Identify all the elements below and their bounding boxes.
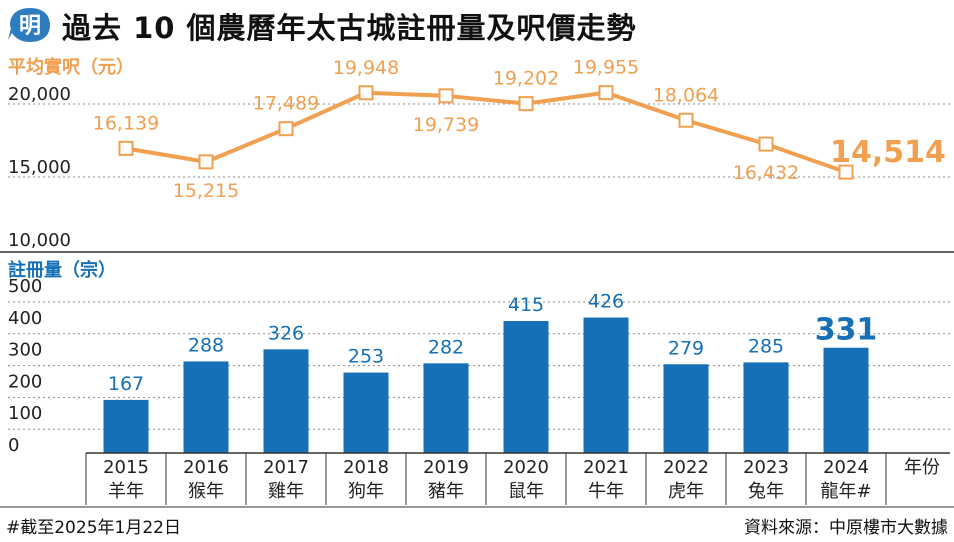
x-tick-label: 2021 <box>583 457 629 478</box>
x-tick-label: 2023 <box>743 457 789 478</box>
line-y-tick-label: 15,000 <box>8 157 71 178</box>
line-point <box>678 112 694 128</box>
x-tick-label: 2017 <box>263 457 309 478</box>
x-tick-sublabel: 雞年 <box>268 481 304 502</box>
line-point <box>198 154 214 170</box>
bar-y-tick-label: 300 <box>8 340 42 361</box>
x-tick-sublabel: 豬年 <box>428 481 464 502</box>
line-data-label: 16,139 <box>93 112 159 134</box>
line-series <box>125 90 847 174</box>
bar <box>503 321 549 453</box>
bar <box>663 364 709 453</box>
bar <box>823 347 869 453</box>
x-tick-sublabel: 牛年 <box>588 481 624 502</box>
bar-data-label: 167 <box>108 373 144 395</box>
logo-char: 明 <box>19 14 41 39</box>
footnote: #截至2025年1月22日 <box>6 518 181 538</box>
line-point <box>278 121 294 137</box>
bar-y-tick-label: 0 <box>8 435 19 456</box>
line-data-label: 14,514 <box>830 135 946 170</box>
bar-data-label: 288 <box>188 334 224 356</box>
x-tick-sublabel: 狗年 <box>348 481 384 502</box>
line-data-label: 15,215 <box>173 180 239 202</box>
bar-y-tick-label: 200 <box>8 371 42 392</box>
x-tick-sublabel: 龍年# <box>820 481 871 502</box>
bar <box>583 317 629 453</box>
bar-data-label: 426 <box>588 291 624 313</box>
line-data-label: 19,948 <box>333 57 399 79</box>
x-tick-label: 2015 <box>103 457 149 478</box>
bar <box>743 362 789 453</box>
source-note: 資料來源：中原樓市大數據 <box>744 518 948 538</box>
bar-data-label: 253 <box>348 346 384 368</box>
x-tick-sublabel: 猴年 <box>188 481 224 502</box>
bar-data-label: 282 <box>428 336 464 358</box>
bar <box>103 399 149 453</box>
x-tick-sublabel: 虎年 <box>668 481 704 502</box>
line-point <box>118 140 134 156</box>
x-tick-sublabel: 羊年 <box>108 481 144 502</box>
x-tick-label: 2024 <box>823 457 869 478</box>
line-data-label: 17,489 <box>253 93 319 115</box>
line-point <box>438 88 454 104</box>
x-tick-label: 2016 <box>183 457 229 478</box>
bar-y-tick-label: 100 <box>8 403 42 424</box>
line-data-label: 18,064 <box>653 84 719 106</box>
bar-data-label: 415 <box>508 294 544 316</box>
x-tick-label: 2019 <box>423 457 469 478</box>
logo: 明 <box>8 8 50 42</box>
line-point <box>598 85 614 101</box>
bar-chart-title: 註冊量（宗） <box>8 259 116 281</box>
x-tick-sublabel: 鼠年 <box>508 481 544 502</box>
bar <box>423 363 469 453</box>
line-y-tick-label: 20,000 <box>8 84 71 105</box>
bar-data-label: 285 <box>748 335 784 357</box>
x-axis-label: 年份 <box>904 457 940 478</box>
logo-badge <box>8 8 50 42</box>
line-data-label: 19,739 <box>413 114 479 136</box>
bar-data-label: 326 <box>268 322 304 344</box>
line-point <box>518 96 534 112</box>
line-point <box>838 164 854 180</box>
line-data-label: 16,432 <box>733 162 799 184</box>
bar <box>343 372 389 453</box>
line-point <box>358 85 374 101</box>
x-tick-label: 2022 <box>663 457 709 478</box>
line-chart-title: 平均實呎（元） <box>8 56 134 78</box>
bar-y-tick-label: 400 <box>8 308 42 329</box>
bar <box>263 349 309 453</box>
bar <box>183 361 229 453</box>
chart-title: 過去 10 個農曆年太古城註冊量及呎價走勢 <box>62 11 637 45</box>
line-point <box>758 136 774 152</box>
x-tick-label: 2020 <box>503 457 549 478</box>
line-data-label: 19,202 <box>493 68 559 90</box>
bar-y-tick-label: 500 <box>8 276 42 297</box>
x-tick-label: 2018 <box>343 457 389 478</box>
x-tick-sublabel: 兔年 <box>748 481 784 502</box>
line-y-tick-label: 10,000 <box>8 230 71 251</box>
line-data-label: 19,955 <box>573 57 639 79</box>
bar-data-label: 331 <box>815 313 878 348</box>
bar-data-label: 279 <box>668 337 704 359</box>
